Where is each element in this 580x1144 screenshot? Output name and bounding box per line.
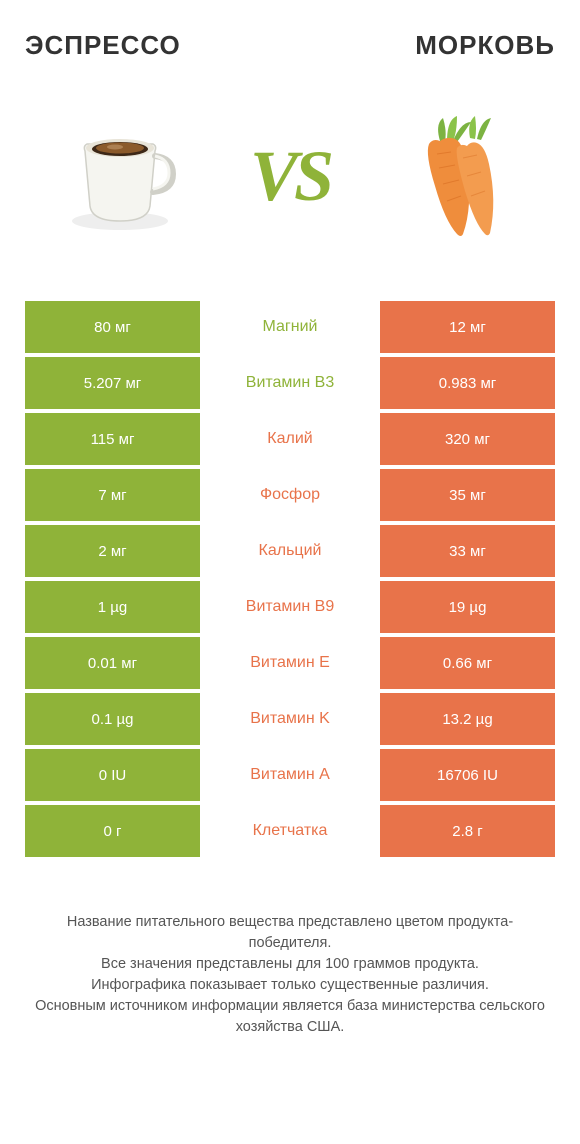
espresso-cup-icon xyxy=(55,106,195,246)
right-value-cell: 320 мг xyxy=(380,413,555,465)
left-value-cell: 115 мг xyxy=(25,413,200,465)
left-value-cell: 0 IU xyxy=(25,749,200,801)
table-row: 0.1 µgВитамин K13.2 µg xyxy=(25,693,555,745)
nutrient-label: Витамин B3 xyxy=(200,357,380,409)
nutrient-label: Клетчатка xyxy=(200,805,380,857)
table-row: 0 гКлетчатка2.8 г xyxy=(25,805,555,857)
nutrient-label: Витамин B9 xyxy=(200,581,380,633)
header: ЭСПРЕССО МОРКОВЬ xyxy=(25,30,555,61)
left-value-cell: 7 мг xyxy=(25,469,200,521)
table-row: 115 мгКалий320 мг xyxy=(25,413,555,465)
table-row: 5.207 мгВитамин B30.983 мг xyxy=(25,357,555,409)
table-row: 0.01 мгВитамин E0.66 мг xyxy=(25,637,555,689)
right-value-cell: 12 мг xyxy=(380,301,555,353)
left-value-cell: 0.01 мг xyxy=(25,637,200,689)
left-value-cell: 2 мг xyxy=(25,525,200,577)
left-value-cell: 80 мг xyxy=(25,301,200,353)
left-value-cell: 0.1 µg xyxy=(25,693,200,745)
carrot-icon xyxy=(385,106,525,246)
footer-line: Инфографика показывает только существенн… xyxy=(35,975,545,996)
footer-line: Основным источником информации является … xyxy=(35,996,545,1038)
table-row: 80 мгМагний12 мг xyxy=(25,301,555,353)
nutrient-label: Фосфор xyxy=(200,469,380,521)
left-value-cell: 5.207 мг xyxy=(25,357,200,409)
right-value-cell: 13.2 µg xyxy=(380,693,555,745)
nutrient-label: Калий xyxy=(200,413,380,465)
right-value-cell: 0.66 мг xyxy=(380,637,555,689)
footer-line: Название питательного вещества представл… xyxy=(35,912,545,954)
left-value-cell: 1 µg xyxy=(25,581,200,633)
right-value-cell: 0.983 мг xyxy=(380,357,555,409)
nutrient-label: Витамин A xyxy=(200,749,380,801)
right-value-cell: 33 мг xyxy=(380,525,555,577)
carrot-image xyxy=(380,101,530,251)
left-value-cell: 0 г xyxy=(25,805,200,857)
espresso-image xyxy=(50,101,200,251)
table-row: 1 µgВитамин B919 µg xyxy=(25,581,555,633)
right-value-cell: 2.8 г xyxy=(380,805,555,857)
table-row: 0 IUВитамин A16706 IU xyxy=(25,749,555,801)
nutrient-label: Кальций xyxy=(200,525,380,577)
images-row: VS xyxy=(25,91,555,261)
right-product-title: МОРКОВЬ xyxy=(415,30,555,61)
nutrient-label: Магний xyxy=(200,301,380,353)
right-value-cell: 16706 IU xyxy=(380,749,555,801)
right-value-cell: 35 мг xyxy=(380,469,555,521)
left-product-title: ЭСПРЕССО xyxy=(25,30,181,61)
nutrient-label: Витамин E xyxy=(200,637,380,689)
nutrient-label: Витамин K xyxy=(200,693,380,745)
vs-label: VS xyxy=(250,135,330,218)
table-row: 7 мгФосфор35 мг xyxy=(25,469,555,521)
table-row: 2 мгКальций33 мг xyxy=(25,525,555,577)
footer-notes: Название питательного вещества представл… xyxy=(25,912,555,1038)
footer-line: Все значения представлены для 100 граммо… xyxy=(35,954,545,975)
right-value-cell: 19 µg xyxy=(380,581,555,633)
comparison-table: 80 мгМагний12 мг5.207 мгВитамин B30.983 … xyxy=(25,301,555,857)
